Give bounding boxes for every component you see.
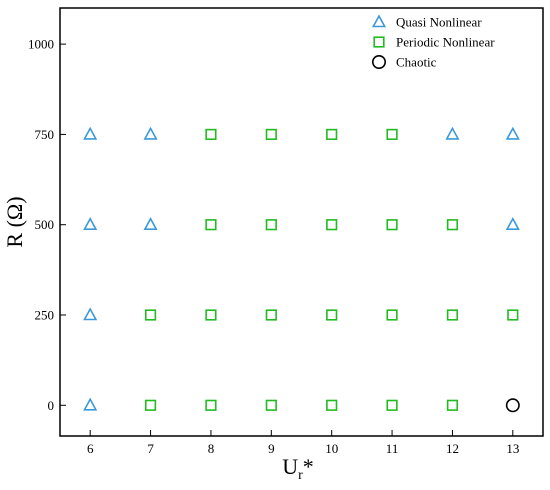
circle-point bbox=[505, 398, 520, 413]
square-point bbox=[265, 399, 277, 411]
x-axis-title: Ur* bbox=[282, 454, 314, 483]
x-tick-label: 8 bbox=[208, 441, 215, 456]
triangle-point bbox=[83, 397, 98, 411]
square-point bbox=[205, 309, 217, 321]
square-point bbox=[144, 399, 157, 411]
legend-square-marker bbox=[373, 36, 385, 48]
x-tick-label: 12 bbox=[446, 441, 459, 456]
legend-label: Quasi Nonlinear bbox=[396, 15, 482, 30]
square-point bbox=[326, 128, 338, 141]
y-tick-label: 250 bbox=[35, 308, 55, 323]
x-tick-label: 10 bbox=[325, 441, 338, 456]
y-tick-label: 750 bbox=[35, 127, 55, 142]
y-tick-label: 500 bbox=[35, 217, 55, 232]
plot-frame bbox=[59, 7, 544, 437]
x-tick-label: 6 bbox=[87, 441, 94, 456]
square-point bbox=[205, 399, 217, 411]
x-axis-title-superscript: * bbox=[303, 454, 314, 479]
square-point bbox=[144, 309, 157, 321]
triangle-point bbox=[505, 217, 520, 231]
triangle-point bbox=[83, 217, 98, 231]
square-point bbox=[326, 309, 338, 321]
square-point bbox=[507, 309, 519, 321]
x-tick-label: 9 bbox=[268, 441, 275, 456]
x-axis: 6 7 8 9 10 11 12 13 bbox=[87, 430, 519, 456]
x-axis-title-main: U bbox=[282, 454, 298, 479]
y-tick-label: 0 bbox=[48, 398, 55, 413]
square-point bbox=[205, 128, 217, 141]
square-point bbox=[326, 399, 338, 411]
triangle-point bbox=[83, 126, 98, 140]
square-point bbox=[386, 309, 398, 321]
legend-triangle-marker bbox=[371, 14, 387, 28]
y-tick-label: 1000 bbox=[28, 37, 54, 52]
triangle-point bbox=[83, 307, 98, 321]
triangle-point bbox=[505, 126, 520, 140]
square-point bbox=[386, 399, 398, 411]
x-tick-label: 11 bbox=[386, 441, 399, 456]
square-point bbox=[265, 128, 277, 141]
square-point bbox=[446, 309, 459, 321]
legend-label: Chaotic bbox=[396, 55, 437, 70]
triangle-point bbox=[143, 217, 158, 231]
square-point bbox=[265, 219, 277, 231]
square-point bbox=[326, 219, 338, 231]
x-tick-label: 13 bbox=[506, 441, 519, 456]
y-axis-title: R (Ω) bbox=[2, 196, 27, 247]
square-point bbox=[386, 219, 398, 231]
y-axis: 0 250 500 750 1000 bbox=[28, 37, 66, 413]
legend-label: Periodic Nonlinear bbox=[396, 35, 495, 50]
legend-circle-marker bbox=[371, 54, 386, 69]
x-tick-label: 7 bbox=[147, 441, 154, 456]
triangle-point bbox=[445, 126, 460, 140]
square-point bbox=[205, 219, 217, 231]
square-point bbox=[446, 399, 459, 411]
square-point bbox=[446, 219, 459, 231]
triangle-point bbox=[143, 126, 158, 140]
legend: Quasi Nonlinear Periodic Nonlinear Chaotic bbox=[371, 14, 495, 70]
x-axis-title-subscript: r bbox=[298, 468, 303, 483]
square-point bbox=[265, 309, 277, 321]
square-point bbox=[386, 128, 398, 141]
data-points bbox=[83, 126, 520, 413]
